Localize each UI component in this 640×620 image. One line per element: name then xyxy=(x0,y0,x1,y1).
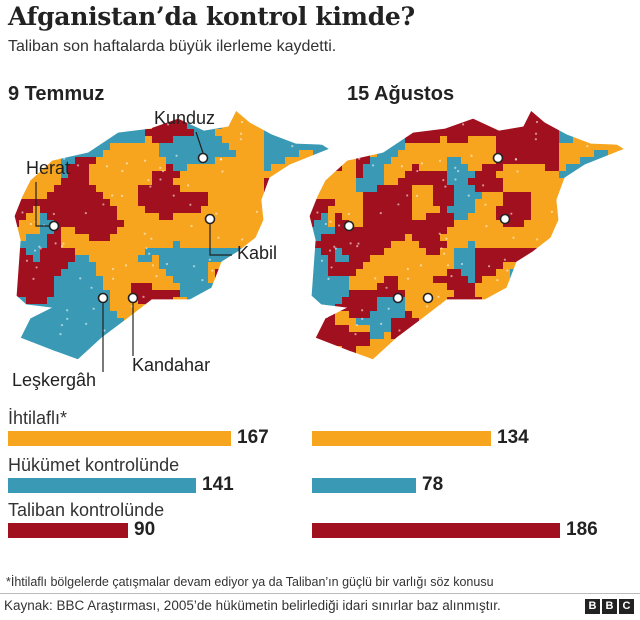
city-marker-kandahar-august xyxy=(422,292,434,304)
page-subtitle: Taliban son haftalarda büyük ilerleme ka… xyxy=(8,38,337,55)
map-date-august: 15 Ağustos xyxy=(347,83,455,105)
city-marker-leskergah-august xyxy=(392,292,404,304)
city-marker-kabil-august xyxy=(499,213,511,225)
maps-canvas xyxy=(13,109,627,372)
city-marker-herat-july xyxy=(48,220,60,232)
map-august-afghanistan xyxy=(309,110,625,360)
city-label-herat: Herat xyxy=(26,158,71,178)
city-label-leskergah: Leşkergâh xyxy=(12,370,97,390)
city-label-kunduz: Kunduz xyxy=(154,108,216,128)
bar-value-government-august: 78 xyxy=(422,474,444,495)
footnote: *İhtilaflı bölgelerde çatışmalar devam e… xyxy=(6,575,494,589)
legend-taliban-label: Taliban kontrolünde xyxy=(8,500,165,520)
divider xyxy=(0,593,640,594)
bar-taliban-august xyxy=(312,523,560,538)
legend-government-label: Hükümet kontrolünde xyxy=(8,455,180,475)
bar-government-july xyxy=(8,478,196,493)
city-leader-line xyxy=(35,182,49,227)
city-marker-kabil-july xyxy=(204,213,216,225)
legend-contested-label: İhtilaflı* xyxy=(8,408,68,428)
city-label-kandahar: Kandahar xyxy=(132,355,211,375)
page-title: Afganistan’da kontrol kimde? xyxy=(8,2,415,31)
city-marker-leskergah-july xyxy=(97,292,109,304)
bar-government-august xyxy=(312,478,416,493)
bar-value-government-july: 141 xyxy=(202,474,234,495)
bar-value-contested-august: 134 xyxy=(497,427,529,448)
city-leader-line xyxy=(209,224,232,256)
city-marker-herat-august xyxy=(343,220,355,232)
map-date-july: 9 Temmuz xyxy=(8,83,105,105)
bar-taliban-july xyxy=(8,523,128,538)
city-leader-line xyxy=(195,131,204,154)
city-label-kabil: Kabil xyxy=(237,243,278,263)
map-july-afghanistan xyxy=(14,110,330,360)
bar-value-taliban-august: 186 xyxy=(566,519,598,540)
bar-contested-august xyxy=(312,431,491,446)
bar-value-taliban-july: 90 xyxy=(134,519,156,540)
city-marker-kunduz-july xyxy=(197,152,209,164)
source-note: Kaynak: BBC Araştırması, 2005’de hükümet… xyxy=(4,598,501,613)
city-marker-kunduz-august xyxy=(492,152,504,164)
city-marker-kandahar-july xyxy=(127,292,139,304)
bar-contested-july xyxy=(8,431,231,446)
bar-value-contested-july: 167 xyxy=(237,427,269,448)
